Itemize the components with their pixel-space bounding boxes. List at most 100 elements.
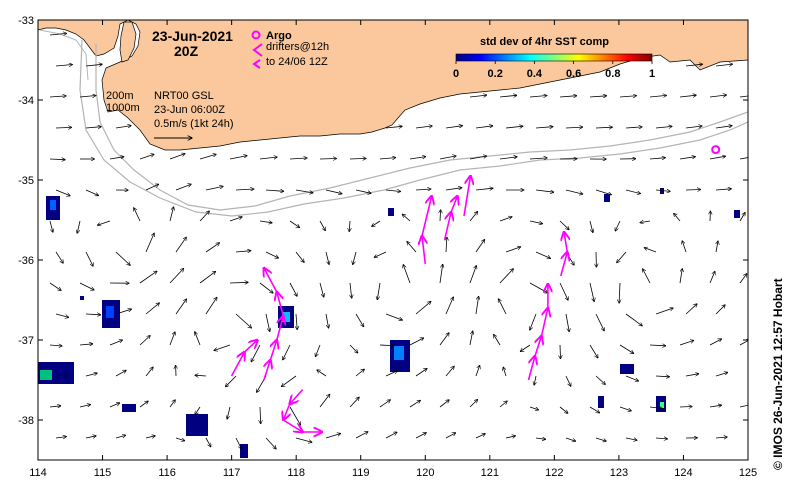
current-arrow [439,264,443,284]
current-arrow [319,159,337,160]
current-arrow [145,303,159,315]
current-arrow [505,126,523,128]
current-arrow [295,251,304,262]
current-arrow [295,189,313,193]
current-arrow [520,344,531,352]
current-arrow [409,400,420,408]
current-arrow [565,313,569,332]
current-arrow [409,338,424,346]
current-arrow [535,251,551,258]
current-arrow [499,217,512,222]
current-arrow [469,212,478,222]
sst-patch [122,404,136,412]
current-arrow [49,33,67,35]
current-arrow [559,96,577,97]
lon-tick-label: 123 [610,467,628,479]
longitude-axis: 114 115 116 117 118 119 120 121 122 123 124 125 [29,20,757,479]
current-arrow [385,432,397,439]
current-arrow [355,369,364,377]
contour-1000m-label: 1000m [106,102,140,114]
current-arrow [139,336,150,346]
current-arrow [655,308,673,315]
australia-land [38,20,748,151]
current-arrow [195,406,201,415]
product-label: NRT00 GSL [154,90,214,102]
current-arrow [709,271,715,284]
current-arrow [175,299,187,315]
current-arrow [595,375,605,385]
current-arrow [739,405,748,408]
colorbar-tick-label: 0.2 [488,68,503,80]
current-arrow [415,189,431,190]
current-arrow [595,437,606,441]
current-arrow [682,241,687,253]
current-arrow [235,437,242,449]
current-arrow [79,344,93,345]
drifter-segment [560,252,568,277]
current-arrow [475,188,493,190]
current-arrow [709,405,722,407]
current-arrow [715,189,731,190]
current-arrow [169,207,174,222]
sst-patches [38,188,740,458]
current-arrow [535,438,546,439]
current-arrow [415,126,432,129]
current-arrow [640,221,651,223]
drifter-segment [534,336,542,357]
current-arrow [49,220,53,232]
current-arrow [445,433,456,439]
sst-patch [80,296,84,300]
current-arrow [353,251,357,265]
current-arrow [85,251,93,266]
current-arrow [469,95,487,97]
current-arrow [79,282,94,290]
current-arrow [49,159,65,160]
current-arrow [709,339,722,346]
current-arrow [505,436,516,438]
current-arrow [715,372,728,377]
current-arrow [169,268,184,284]
lat-tick-label: -36 [18,255,34,267]
current-arrow [445,297,453,315]
current-arrow [169,154,185,160]
current-arrow [97,220,111,225]
current-arrow [475,365,480,377]
sst-patch [660,188,664,194]
current-arrow [49,282,61,290]
current-arrow [625,189,641,194]
current-arrow [595,189,611,195]
map-date: 23-Jun-2021 [152,28,233,44]
argo-floats [711,145,721,155]
sst-patch [388,208,394,216]
lon-tick-label: 125 [739,467,757,479]
current-arrow [565,189,583,194]
current-arrow [674,213,681,222]
current-arrow [289,406,301,425]
current-arrow [625,438,637,440]
map-hour: 20Z [174,43,199,59]
current-arrow [139,154,154,160]
current-arrow [55,437,66,438]
current-arrow [109,340,123,346]
current-arrow [385,313,402,320]
plot-frame [37,19,749,461]
current-arrow [715,305,725,315]
current-arrow [85,127,101,128]
current-arrow [499,401,507,408]
current-arrow [529,96,547,98]
sst-patch [186,414,208,436]
current-arrow [195,332,201,346]
current-arrow [469,266,476,284]
current-arrow [85,314,101,315]
colorbar-tick-label: 0.8 [605,68,620,80]
drifter-segment [527,356,536,381]
current-arrow [589,282,594,302]
current-arrow [85,373,97,377]
current-arrow [685,126,702,128]
contour-200m [95,44,748,211]
current-arrow [199,271,216,284]
scale-label: 0.5m/s (1kt 24h) [154,118,233,130]
current-arrow [79,405,91,408]
current-arrow [134,208,141,222]
current-arrow [499,157,517,160]
